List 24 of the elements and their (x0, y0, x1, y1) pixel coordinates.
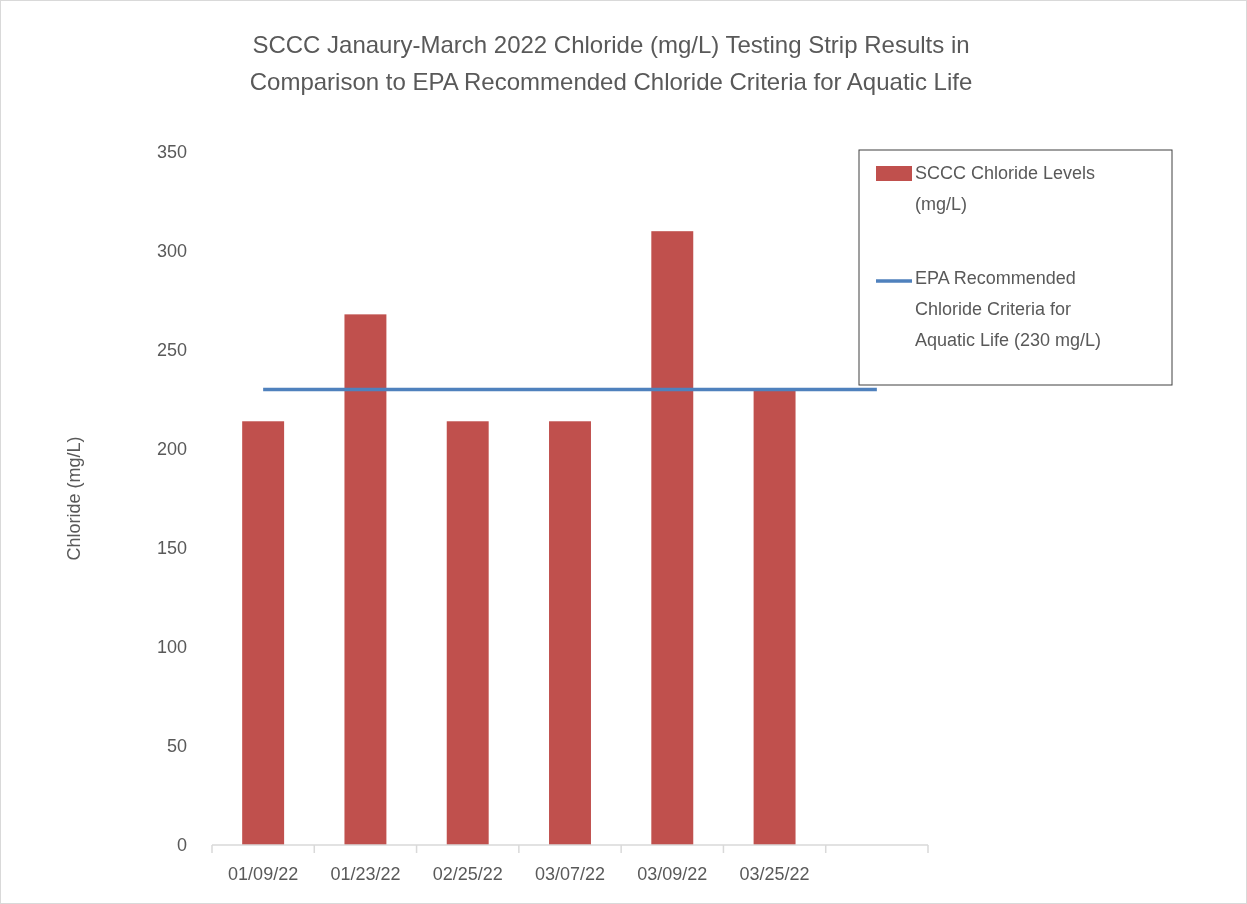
bar (753, 389, 796, 845)
x-tick-label: 01/09/22 (228, 864, 299, 884)
chart-title: SCCC Janaury-March 2022 Chloride (mg/L) Testing Strip Results in Comparison to EPA Recommended Chloride Criteria for Aquatic Life (249, 31, 973, 95)
y-axis-title: Chloride (mg/L) (64, 436, 84, 561)
y-tick-label: 250 (156, 340, 187, 360)
x-tick-label: 02/25/22 (432, 864, 503, 884)
bar (549, 421, 591, 845)
bar (344, 314, 387, 845)
legend-label: EPA Recommended Chloride Criteria for Aquatic Life (230 mg/L) (915, 268, 1102, 350)
bar (446, 421, 489, 845)
x-tick-label: 03/07/22 (534, 864, 606, 884)
y-tick-label: 350 (156, 142, 187, 162)
bar (651, 231, 694, 845)
y-tick-label: 50 (166, 736, 187, 756)
y-tick-label: 100 (156, 637, 187, 657)
bar (242, 421, 285, 845)
x-tick-label: 01/23/22 (330, 864, 401, 884)
y-tick-label: 150 (156, 538, 187, 558)
y-tick-label: 200 (156, 439, 187, 459)
x-tick-label: 03/25/22 (739, 864, 810, 884)
y-tick-label: 0 (176, 835, 187, 855)
x-tick-label: 03/09/22 (637, 864, 708, 884)
y-tick-label: 300 (156, 241, 187, 261)
legend-label: SCCC Chloride Levels (mg/L) (915, 163, 1096, 214)
